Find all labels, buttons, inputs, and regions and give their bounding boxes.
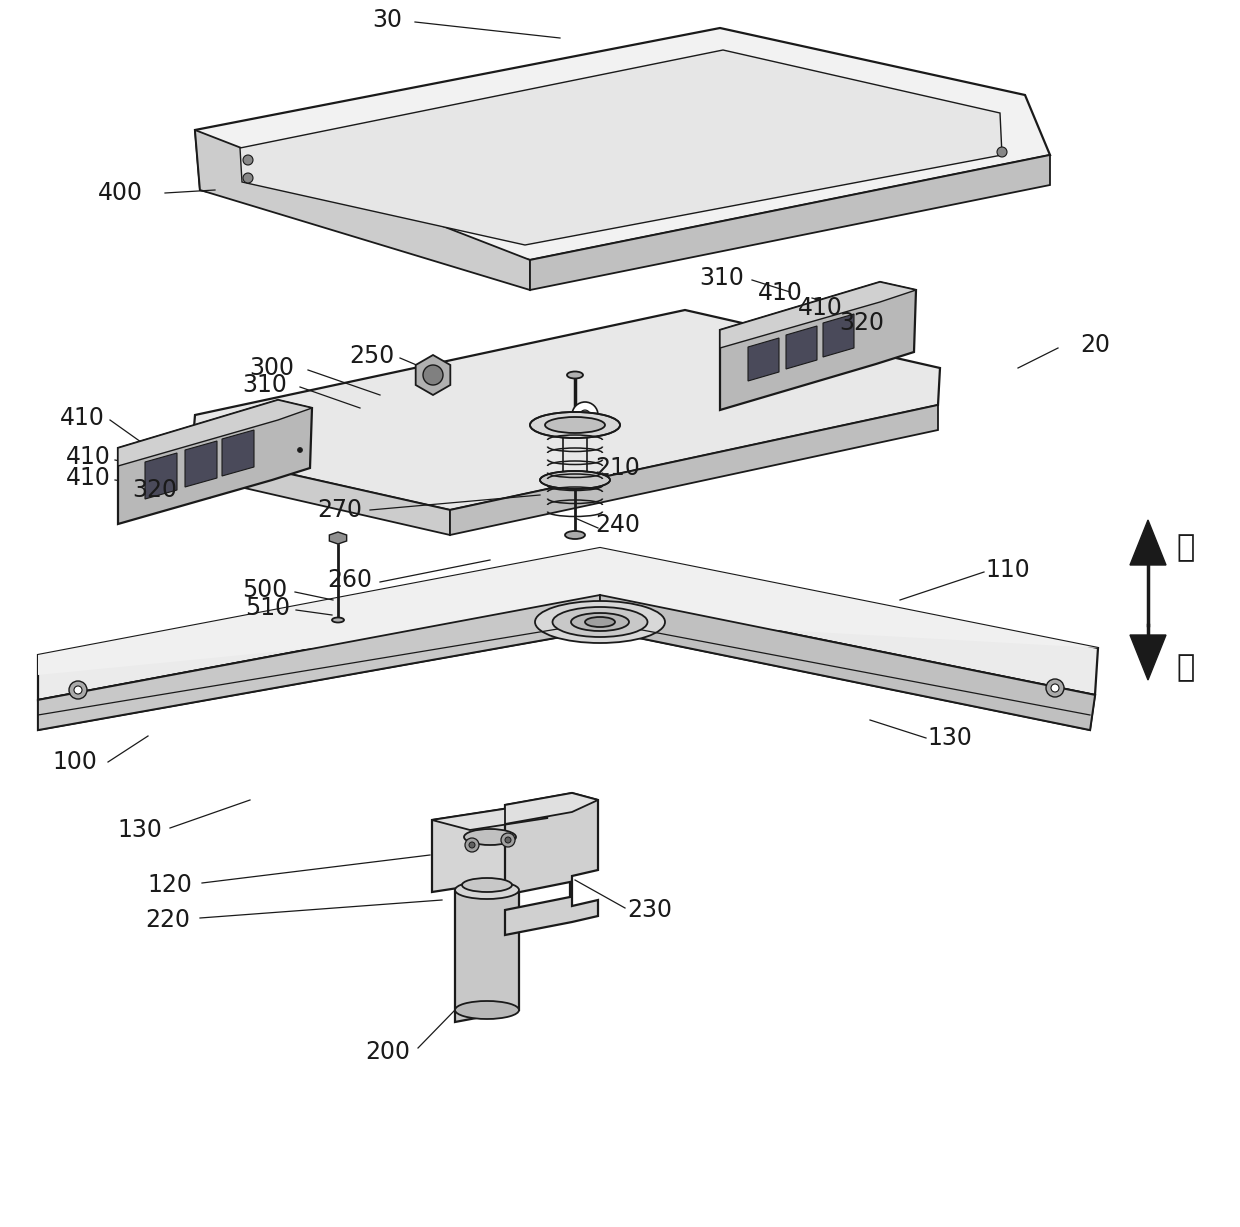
Circle shape (1047, 679, 1064, 697)
Ellipse shape (534, 601, 665, 643)
Ellipse shape (567, 372, 583, 378)
Text: 410: 410 (66, 466, 110, 490)
Polygon shape (222, 429, 254, 476)
Ellipse shape (546, 417, 605, 433)
Polygon shape (38, 548, 1097, 699)
Circle shape (243, 155, 253, 164)
Ellipse shape (585, 617, 615, 627)
Circle shape (69, 681, 87, 699)
Polygon shape (823, 314, 854, 357)
Polygon shape (195, 130, 529, 290)
Text: 130: 130 (118, 818, 162, 842)
Polygon shape (192, 452, 450, 535)
Circle shape (423, 364, 443, 385)
Circle shape (580, 410, 590, 420)
Text: 230: 230 (627, 898, 672, 921)
Text: 410: 410 (66, 445, 110, 469)
Text: 410: 410 (797, 296, 842, 320)
Circle shape (298, 448, 303, 453)
Text: 20: 20 (1080, 333, 1110, 357)
Text: 510: 510 (246, 596, 290, 620)
Polygon shape (455, 879, 520, 1022)
Text: 310: 310 (699, 266, 744, 290)
Polygon shape (720, 282, 916, 410)
Polygon shape (145, 453, 177, 499)
Polygon shape (38, 595, 600, 730)
Polygon shape (38, 548, 1097, 675)
Polygon shape (505, 793, 598, 935)
Text: 250: 250 (350, 344, 394, 368)
Ellipse shape (529, 412, 620, 438)
Text: 240: 240 (595, 513, 641, 537)
Circle shape (997, 147, 1007, 157)
Circle shape (572, 402, 598, 428)
Ellipse shape (464, 829, 516, 845)
Text: 500: 500 (242, 578, 288, 602)
Text: 300: 300 (249, 356, 295, 380)
Ellipse shape (463, 879, 512, 892)
Text: 200: 200 (366, 1040, 410, 1064)
Text: 270: 270 (317, 498, 362, 521)
Circle shape (501, 833, 515, 847)
Text: 260: 260 (327, 568, 372, 591)
Polygon shape (450, 405, 937, 535)
Circle shape (1052, 683, 1059, 692)
Polygon shape (38, 595, 1095, 730)
Text: 320: 320 (133, 479, 177, 502)
Text: 320: 320 (839, 310, 884, 335)
Polygon shape (600, 595, 1095, 730)
Text: 100: 100 (52, 750, 98, 774)
Text: 400: 400 (98, 182, 143, 205)
Text: 下: 下 (1177, 654, 1195, 682)
Polygon shape (1130, 520, 1166, 564)
Polygon shape (241, 50, 1002, 245)
Circle shape (469, 842, 475, 848)
Polygon shape (505, 793, 598, 825)
Text: 220: 220 (145, 908, 191, 933)
Text: 310: 310 (243, 373, 288, 398)
Text: 110: 110 (986, 558, 1030, 582)
Ellipse shape (455, 881, 520, 899)
Polygon shape (432, 809, 510, 892)
Text: 130: 130 (928, 726, 972, 750)
Circle shape (294, 444, 306, 456)
Circle shape (74, 686, 82, 694)
Polygon shape (185, 440, 217, 487)
Ellipse shape (553, 607, 647, 637)
Polygon shape (415, 355, 450, 395)
Polygon shape (748, 337, 779, 382)
Text: 410: 410 (758, 281, 802, 306)
Polygon shape (1130, 636, 1166, 680)
Ellipse shape (565, 531, 585, 539)
Polygon shape (432, 809, 548, 829)
Polygon shape (529, 155, 1050, 290)
Polygon shape (192, 310, 940, 510)
Polygon shape (118, 400, 312, 524)
Text: 120: 120 (148, 872, 192, 897)
Polygon shape (720, 282, 916, 348)
Circle shape (465, 838, 479, 852)
Text: 210: 210 (595, 456, 640, 480)
Polygon shape (195, 28, 1050, 260)
Ellipse shape (539, 471, 610, 490)
Text: 30: 30 (372, 9, 402, 32)
Ellipse shape (455, 1001, 520, 1018)
Ellipse shape (332, 617, 343, 622)
Text: 410: 410 (60, 406, 104, 429)
Text: 上: 上 (1177, 534, 1195, 562)
Polygon shape (118, 400, 312, 466)
Circle shape (505, 837, 511, 843)
Polygon shape (330, 533, 347, 544)
Circle shape (243, 173, 253, 183)
Ellipse shape (570, 614, 629, 631)
Polygon shape (786, 326, 817, 369)
